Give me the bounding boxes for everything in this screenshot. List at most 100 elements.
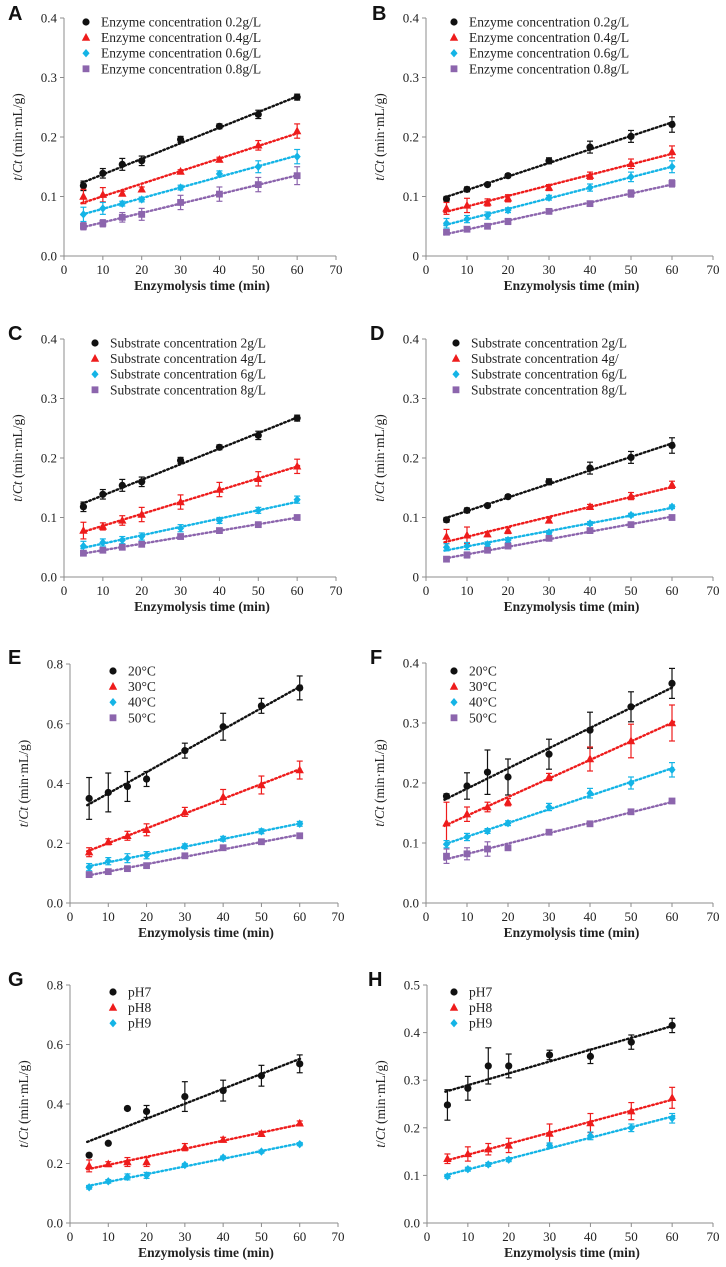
y-tick-label: 0.4: [404, 1025, 421, 1040]
y-axis-label: t/Ct (min·mL/g): [372, 93, 387, 180]
x-tick-label: 70: [707, 1229, 720, 1244]
data-point: [296, 1060, 304, 1068]
data-point: [79, 182, 88, 190]
y-tick-label: 0.2: [403, 130, 419, 145]
x-tick-label: 50: [625, 909, 638, 924]
data-point: [295, 1118, 304, 1127]
series-2: [79, 458, 302, 540]
y-tick-label: 0.2: [403, 451, 419, 466]
y-axis-label: t/Ct (min·mL/g): [10, 414, 25, 501]
data-point: [668, 180, 676, 187]
y-tick-label: 0.0: [47, 896, 63, 911]
panel-letter: H: [368, 969, 382, 991]
data-point: [99, 490, 107, 498]
chart-panel-h: H 0.0 0.1 0.2 0.3 0.4 0.5 0 10 20 30 40 50 60 70 Enzymo…: [368, 969, 720, 1260]
data-point: [85, 871, 93, 879]
data-point: [123, 1157, 132, 1166]
series-4: [80, 514, 301, 557]
trendline: [86, 684, 303, 807]
data-point: [296, 684, 304, 692]
x-tick-label: 20: [502, 1229, 515, 1244]
data-point: [545, 193, 553, 202]
legend-label: Enzyme concentration 0.8g/L: [101, 61, 261, 76]
x-tick-label: 50: [255, 909, 268, 924]
data-point: [463, 506, 471, 514]
data-point: [257, 780, 266, 789]
data-point: [85, 1183, 93, 1192]
trendline: [443, 800, 676, 861]
trendline: [443, 720, 676, 828]
legend-marker: [81, 33, 91, 41]
y-tick-label: 0.0: [404, 1216, 420, 1231]
legend-label: 50°C: [128, 710, 156, 725]
y-tick-label: 0.4: [41, 11, 58, 26]
data-point: [138, 195, 146, 204]
legend-label: Substrate concentration 6g/L: [471, 367, 627, 382]
series-3: [85, 819, 304, 872]
data-point: [180, 1142, 190, 1151]
data-point: [586, 143, 594, 151]
data-point: [586, 726, 594, 734]
data-point: [142, 1157, 151, 1166]
data-point: [293, 414, 301, 422]
legend-marker: [90, 354, 100, 362]
y-axis-label-part: Ct: [372, 480, 387, 494]
data-point: [503, 797, 513, 806]
data-point: [176, 135, 185, 143]
series-2: [79, 123, 302, 205]
data-point: [586, 519, 594, 528]
x-tick-label: 40: [584, 583, 597, 598]
x-tick-label: 10: [461, 909, 474, 924]
data-point: [504, 535, 512, 545]
data-point: [443, 1154, 452, 1162]
data-point: [257, 1129, 266, 1137]
data-point: [442, 792, 451, 800]
data-point: [99, 538, 107, 547]
y-tick-label: 0.6: [47, 716, 64, 731]
data-point: [138, 532, 146, 541]
data-point: [668, 679, 676, 688]
data-point: [104, 868, 112, 876]
x-tick-label: 20: [135, 262, 148, 277]
data-point: [124, 865, 131, 873]
data-point: [668, 441, 676, 450]
data-point: [84, 847, 94, 856]
y-tick-label: 0.1: [403, 189, 419, 204]
x-tick-label: 0: [67, 909, 74, 924]
series-3: [443, 1112, 676, 1181]
data-point: [668, 514, 676, 521]
data-point: [293, 152, 301, 161]
y-tick-label: 0.4: [47, 1097, 64, 1112]
data-point: [627, 521, 635, 529]
chart-panel-f: F 0.0 0.1 0.2 0.3 0.4 0 10 20 30 40 50 60 70 Enzymolys…: [370, 647, 720, 940]
data-point: [123, 831, 132, 839]
trendline: [80, 464, 301, 534]
series-2: [442, 480, 677, 545]
data-point: [142, 851, 151, 860]
data-point: [123, 1104, 132, 1113]
x-tick-label: 50: [255, 1229, 268, 1244]
data-point: [586, 1118, 595, 1127]
x-tick-label: 20: [502, 583, 515, 598]
x-tick-label: 10: [461, 1229, 474, 1244]
x-tick-label: 50: [252, 262, 265, 277]
x-tick-label: 30: [543, 583, 556, 598]
data-point: [463, 185, 471, 193]
y-tick-label: 0.1: [41, 510, 57, 525]
data-point: [463, 214, 471, 224]
y-axis-label: t/Ct (min·mL/g): [16, 740, 31, 827]
data-point: [257, 827, 266, 836]
data-point: [627, 1038, 635, 1046]
data-point: [293, 495, 301, 504]
trendline: [86, 1122, 303, 1171]
legend-marker: [450, 18, 458, 26]
trendline: [443, 164, 676, 227]
y-axis-label-part: t: [16, 822, 31, 827]
data-point: [181, 747, 189, 755]
panel-letter: D: [370, 323, 384, 345]
legend-marker: [450, 698, 458, 707]
data-point: [627, 510, 635, 520]
data-point: [215, 122, 224, 130]
